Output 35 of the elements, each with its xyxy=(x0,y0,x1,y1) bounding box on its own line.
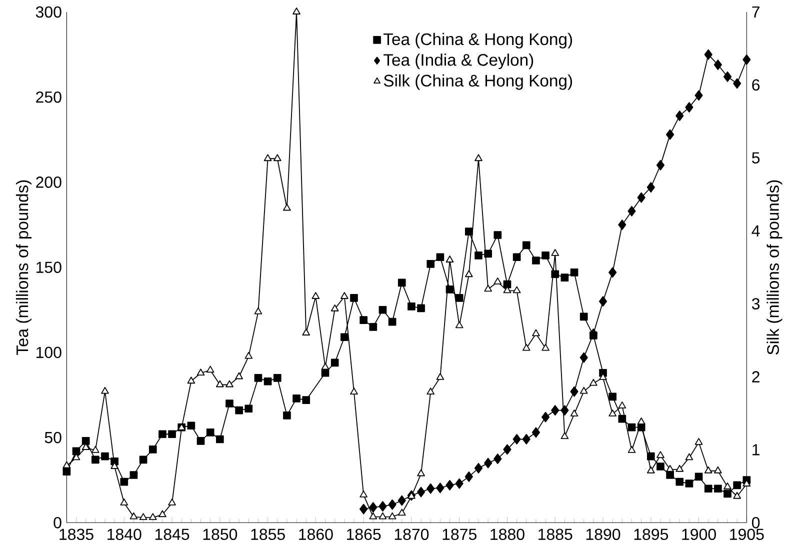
x-tick-label: 1865 xyxy=(347,528,381,540)
y-tick-label: 150 xyxy=(36,262,62,274)
legend-label: Silk (China & Hong Kong) xyxy=(384,74,572,90)
y-tick-label: 100 xyxy=(36,346,62,358)
y-tick-label: 200 xyxy=(36,176,62,188)
x-tick-label: 1880 xyxy=(490,528,524,540)
y2-tick-label: 7 xyxy=(752,6,760,18)
legend-label: Tea (India & Ceylon) xyxy=(384,54,534,70)
x-tick-label: 1850 xyxy=(203,528,238,540)
x-tick-label: 1885 xyxy=(538,528,572,540)
y-tick-label: 50 xyxy=(44,432,62,444)
y2-tick-label: 5 xyxy=(752,152,760,164)
x-tick-label: 1900 xyxy=(682,528,716,540)
y2-tick-label: 0 xyxy=(752,517,760,528)
y2-tick-label: 1 xyxy=(752,444,760,456)
y-axis-title: Tea (millions of pounds) xyxy=(16,180,32,356)
x-tick-label: 1845 xyxy=(155,528,190,540)
x-tick-label: 1875 xyxy=(442,528,476,540)
y-tick-label: 0 xyxy=(54,517,62,529)
x-tick-label: 1835 xyxy=(60,528,94,540)
x-tick-label: 1890 xyxy=(586,528,620,540)
x-tick-label: 1870 xyxy=(394,528,429,540)
x-tick-label: 1895 xyxy=(634,528,668,540)
x-tick-label: 1855 xyxy=(251,528,285,540)
y2-axis-title: Silk (millions of pounds) xyxy=(766,180,782,355)
x-tick-label: 1860 xyxy=(299,528,333,540)
y-tick-label: 300 xyxy=(36,6,62,18)
y2-tick-label: 4 xyxy=(752,226,760,237)
x-tick-label: 1840 xyxy=(108,528,142,540)
y2-tick-label: 3 xyxy=(752,298,760,310)
y2-tick-label: 2 xyxy=(752,371,760,383)
x-tick-label: 1905 xyxy=(730,528,764,540)
y2-tick-label: 6 xyxy=(752,79,760,91)
y-tick-label: 250 xyxy=(36,92,62,103)
legend-label: Tea (China & Hong Kong) xyxy=(384,33,572,49)
